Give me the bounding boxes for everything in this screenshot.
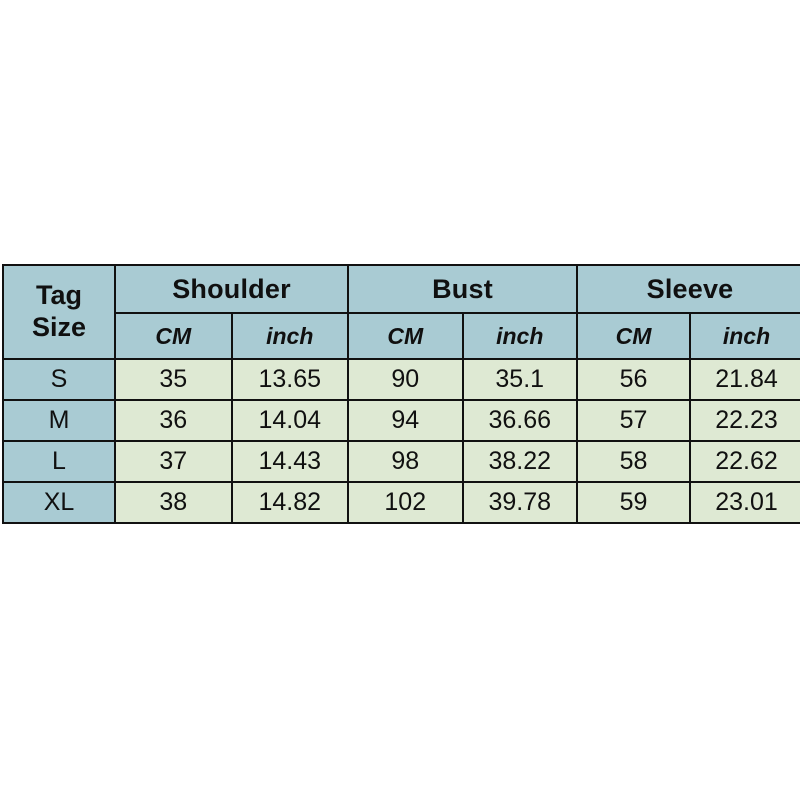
cell-bust-inch: 36.66 <box>461 399 578 442</box>
group-header-shoulder: Shoulder <box>114 264 349 314</box>
cell-bust-inch: 38.22 <box>461 440 578 483</box>
cell-bust-inch: 35.1 <box>461 358 578 401</box>
cell-bust-cm: 90 <box>347 358 464 401</box>
cell-shoulder-cm: 37 <box>114 440 233 483</box>
header-row-groups: Tag Size Shoulder Bust Sleeve <box>2 264 800 360</box>
cell-shoulder-inch: 14.82 <box>230 481 349 524</box>
cell-shoulder-cm: 35 <box>114 358 233 401</box>
header-row-units: CM inch CM inch CM inch <box>3 312 800 360</box>
cell-shoulder-cm: 36 <box>114 399 233 442</box>
unit-header-bust-cm: CM <box>347 312 464 360</box>
cell-bust-inch: 39.78 <box>461 481 578 524</box>
cell-size: S <box>2 358 116 401</box>
cell-shoulder-inch: 14.04 <box>230 399 349 442</box>
unit-header-shoulder-inch: inch <box>230 312 349 360</box>
cell-bust-cm: 102 <box>347 481 464 524</box>
cell-sleeve-cm: 57 <box>576 399 691 442</box>
cell-size: L <box>2 440 116 483</box>
size-chart-table: Tag Size Shoulder Bust Sleeve CM inch CM… <box>2 264 800 524</box>
table-row: M 36 14.04 94 36.66 57 22.23 <box>2 399 800 442</box>
cell-shoulder-cm: 38 <box>114 481 233 524</box>
group-header-sleeve: Sleeve <box>576 264 800 314</box>
table-row: XL 38 14.82 102 39.78 59 23.01 <box>2 481 800 524</box>
cell-sleeve-cm: 59 <box>576 481 691 524</box>
cell-sleeve-inch: 22.62 <box>689 440 800 483</box>
unit-header-sleeve-cm: CM <box>576 312 691 360</box>
cell-sleeve-inch: 23.01 <box>689 481 800 524</box>
cell-bust-cm: 94 <box>347 399 464 442</box>
size-chart-header: Tag Size Shoulder Bust Sleeve CM inch CM… <box>2 264 800 360</box>
cell-sleeve-inch: 22.23 <box>689 399 800 442</box>
cell-sleeve-inch: 21.84 <box>689 358 800 401</box>
unit-header-shoulder-cm: CM <box>114 312 233 360</box>
table-row: L 37 14.43 98 38.22 58 22.62 <box>2 440 800 483</box>
cell-size: XL <box>2 481 116 524</box>
size-chart-body: S 35 13.65 90 35.1 56 21.84 M 36 14.04 9… <box>2 358 800 524</box>
table-row: S 35 13.65 90 35.1 56 21.84 <box>2 358 800 401</box>
cell-bust-cm: 98 <box>347 440 464 483</box>
corner-header-tag-size: Tag Size <box>2 264 116 360</box>
cell-shoulder-inch: 13.65 <box>230 358 349 401</box>
cell-sleeve-cm: 58 <box>576 440 691 483</box>
cell-shoulder-inch: 14.43 <box>230 440 349 483</box>
corner-header-line-2: Size <box>31 312 87 342</box>
size-chart-container: Tag Size Shoulder Bust Sleeve CM inch CM… <box>2 264 800 524</box>
unit-header-sleeve-inch: inch <box>689 312 800 360</box>
cell-sleeve-cm: 56 <box>576 358 691 401</box>
corner-header-line-1: Tag <box>36 280 82 311</box>
unit-header-bust-inch: inch <box>461 312 578 360</box>
group-header-bust: Bust <box>347 264 578 314</box>
cell-size: M <box>2 399 116 442</box>
